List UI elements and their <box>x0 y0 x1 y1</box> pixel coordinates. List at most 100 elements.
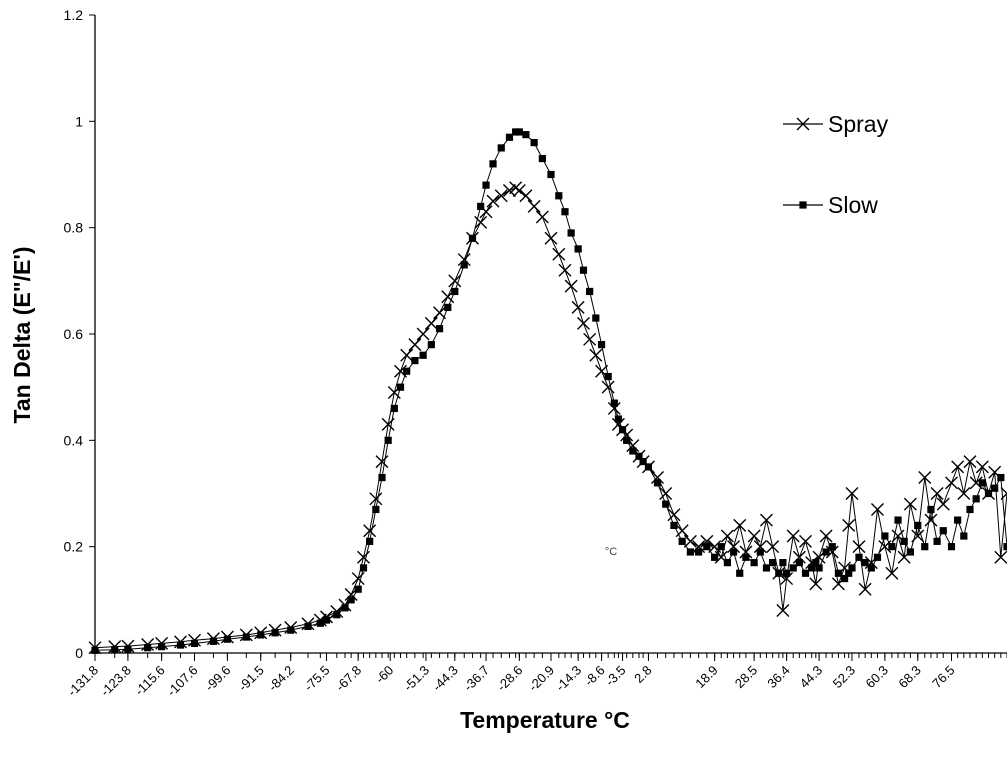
data-point <box>144 644 152 652</box>
y-tick-label: 1 <box>75 113 83 129</box>
data-point <box>158 643 166 651</box>
data-point <box>242 633 250 641</box>
data-point <box>969 476 983 490</box>
data-point <box>742 553 750 561</box>
data-point <box>363 524 377 538</box>
data-point <box>322 616 331 624</box>
series-line-spray <box>94 187 1007 649</box>
data-point <box>670 521 678 529</box>
x-tick-label: 68.3 <box>895 663 924 692</box>
legend-label: Spray <box>828 111 889 137</box>
data-point <box>819 529 833 543</box>
data-point <box>769 559 777 567</box>
data-point <box>975 460 989 474</box>
data-point <box>347 596 355 604</box>
data-point <box>727 540 741 554</box>
data-point <box>396 383 405 391</box>
data-point <box>576 316 590 330</box>
data-point <box>589 348 603 362</box>
data-point <box>433 306 447 320</box>
data-point <box>597 341 606 349</box>
x-tick-label: -131.8 <box>64 663 101 700</box>
data-point <box>489 160 497 168</box>
data-point <box>747 529 761 543</box>
x-tick-label: -20.9 <box>526 663 558 695</box>
data-point <box>733 518 747 532</box>
data-point <box>530 139 538 147</box>
data-point <box>512 128 520 136</box>
data-point <box>512 183 526 197</box>
x-tick-label: 18.9 <box>692 663 721 692</box>
x-tick-label: -28.6 <box>494 663 526 695</box>
data-point <box>966 505 974 514</box>
data-point <box>900 537 908 545</box>
data-point <box>776 603 790 617</box>
x-tick-label: -3.5 <box>602 663 628 689</box>
data-point <box>519 189 533 203</box>
data-point <box>695 548 703 556</box>
data-point <box>933 537 941 545</box>
data-point <box>775 569 783 577</box>
data-point <box>482 181 490 189</box>
data-point <box>271 629 279 637</box>
data-point <box>424 316 438 330</box>
data-point <box>795 559 803 567</box>
data-point <box>855 553 863 561</box>
data-point <box>888 543 896 551</box>
data-point <box>786 529 800 543</box>
legend-label: Slow <box>828 192 878 218</box>
data-point <box>378 473 386 482</box>
data-point <box>903 497 917 511</box>
x-axis-title: Temperature °C <box>460 707 630 733</box>
data-point <box>766 540 780 554</box>
data-point <box>963 455 977 469</box>
data-point <box>881 532 889 540</box>
data-point <box>435 325 444 333</box>
data-point <box>287 626 295 634</box>
series-layer <box>88 128 1007 655</box>
data-point <box>978 479 986 487</box>
data-point <box>927 505 935 514</box>
data-point <box>635 452 643 460</box>
data-point <box>341 604 349 612</box>
data-point <box>639 458 647 466</box>
data-point <box>954 516 962 524</box>
data-point <box>815 564 823 572</box>
data-point <box>736 569 744 577</box>
data-point <box>408 338 422 352</box>
data-point <box>411 356 419 365</box>
data-point <box>316 619 324 627</box>
data-point <box>799 201 807 209</box>
data-point <box>870 502 884 516</box>
data-point <box>840 574 849 583</box>
x-tick-label: -75.5 <box>301 663 333 695</box>
data-point <box>678 537 686 545</box>
data-point <box>848 564 856 572</box>
data-point <box>366 537 374 545</box>
x-tick-label: -99.6 <box>202 663 234 695</box>
data-point <box>583 332 597 346</box>
data-point <box>354 585 362 593</box>
data-point <box>474 215 488 229</box>
data-point <box>801 569 810 577</box>
data-point <box>190 639 199 648</box>
data-point <box>601 380 615 394</box>
x-tick-label: 28.5 <box>732 663 761 692</box>
data-point <box>419 351 427 359</box>
data-point <box>111 646 119 654</box>
x-tick-label: -107.6 <box>164 663 201 700</box>
x-tick-label: 52.3 <box>830 663 859 692</box>
data-point <box>427 341 435 349</box>
data-point <box>486 194 500 208</box>
data-point <box>457 253 471 267</box>
data-point <box>659 487 673 500</box>
data-point <box>873 553 882 561</box>
data-point <box>653 479 662 487</box>
series-slow <box>91 128 1007 654</box>
data-point <box>547 170 555 179</box>
data-point <box>808 564 816 572</box>
data-point <box>586 287 594 296</box>
data-point <box>497 144 505 152</box>
data-point <box>799 534 813 548</box>
